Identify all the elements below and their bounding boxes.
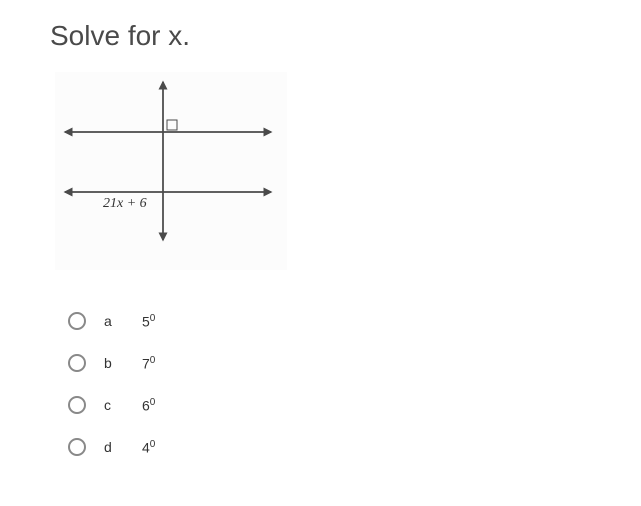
option-a[interactable]: a 50 xyxy=(68,300,591,342)
option-value: 70 xyxy=(142,355,155,372)
option-letter: a xyxy=(104,313,142,329)
options-list: a 50 b 70 c 60 d 40 xyxy=(68,300,591,468)
radio-c[interactable] xyxy=(68,396,86,414)
page-title: Solve for x. xyxy=(50,20,591,52)
geometry-diagram: 21x + 6 xyxy=(55,72,287,270)
radio-d[interactable] xyxy=(68,438,86,456)
radio-a[interactable] xyxy=(68,312,86,330)
option-letter: c xyxy=(104,397,142,413)
expression-label: 21x + 6 xyxy=(103,196,147,212)
option-value: 40 xyxy=(142,439,155,456)
radio-b[interactable] xyxy=(68,354,86,372)
option-letter: d xyxy=(104,439,142,455)
option-c[interactable]: c 60 xyxy=(68,384,591,426)
option-value: 60 xyxy=(142,397,155,414)
option-letter: b xyxy=(104,355,142,371)
option-b[interactable]: b 70 xyxy=(68,342,591,384)
option-value: 50 xyxy=(142,313,155,330)
option-d[interactable]: d 40 xyxy=(68,426,591,468)
